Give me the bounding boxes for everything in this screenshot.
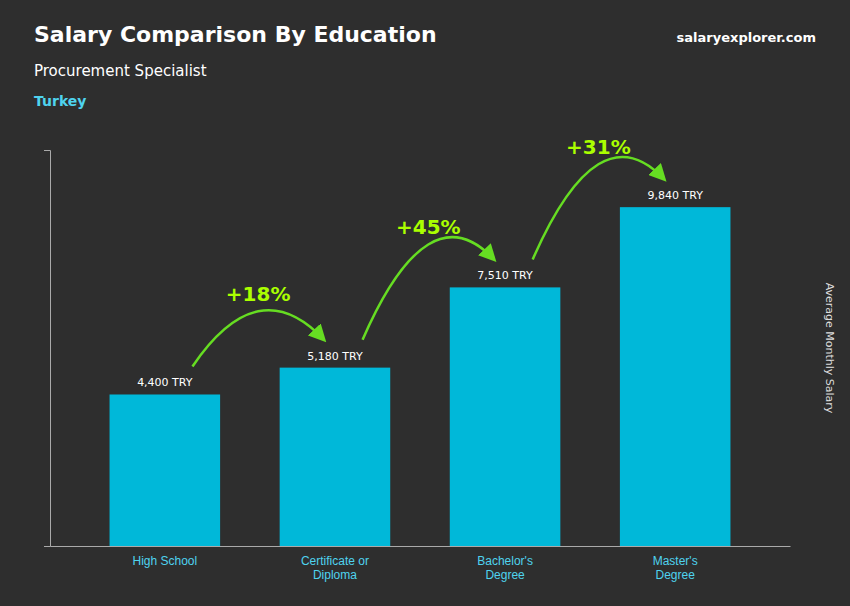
subtitle: Procurement Specialist: [34, 62, 207, 80]
data-label: 5,180 TRY: [307, 350, 363, 363]
data-label: 7,510 TRY: [477, 269, 533, 282]
chart-svg: Salary Comparison By Education Procuremen…: [0, 0, 850, 606]
x-axis: High School Certificate orDiploma Bachelor…: [51, 547, 791, 582]
data-label: 9,840 TRY: [647, 189, 703, 202]
annotations: +18% +45% +31%: [192, 135, 664, 366]
x-tick-label: Certificate orDiploma: [301, 554, 369, 582]
x-tick-label-line: Diploma: [313, 568, 357, 582]
x-tick-label: Bachelor'sDegree: [477, 554, 533, 582]
title: Salary Comparison By Education: [34, 22, 437, 47]
arrow: [363, 237, 494, 339]
x-tick-label-line: Master's: [653, 554, 698, 568]
x-tick-label: High School: [132, 554, 197, 568]
y-axis-label: Average Monthly Salary: [823, 283, 836, 414]
x-tick-label-line: Certificate or: [301, 554, 369, 568]
arrow: [192, 310, 323, 366]
bar: [620, 207, 731, 546]
annotation: +18%: [226, 282, 291, 306]
x-tick-label: Master'sDegree: [653, 554, 698, 582]
source: salaryexplorer.com: [677, 30, 816, 45]
arrow: [533, 157, 664, 259]
x-tick: Master'sDegree: [653, 554, 698, 582]
bar: [450, 287, 561, 546]
y-axis: [44, 151, 51, 547]
data-labels: 4,400 TRY 5,180 TRY 7,510 TRY 9,840 TRY: [137, 189, 703, 389]
x-tick: Bachelor'sDegree: [477, 554, 533, 582]
y-axis-line: [44, 151, 51, 547]
bar: [110, 394, 221, 546]
background: [0, 0, 850, 606]
x-axis-line: [51, 546, 791, 547]
country: Turkey: [34, 93, 86, 109]
x-tick-label-line: High School: [132, 554, 197, 568]
bars: [110, 207, 731, 546]
bar: [280, 368, 391, 546]
x-tick-label-line: Degree: [485, 568, 525, 582]
x-tick: Certificate orDiploma: [301, 554, 369, 582]
annotation: +31%: [566, 135, 631, 159]
data-label: 4,400 TRY: [137, 376, 193, 389]
x-tick-label-line: Degree: [655, 568, 695, 582]
x-tick: High School: [132, 554, 197, 568]
annotation: +45%: [396, 215, 461, 239]
x-tick-label-line: Bachelor's: [477, 554, 533, 568]
chart-container: Salary Comparison By Education Procuremen…: [0, 0, 850, 606]
